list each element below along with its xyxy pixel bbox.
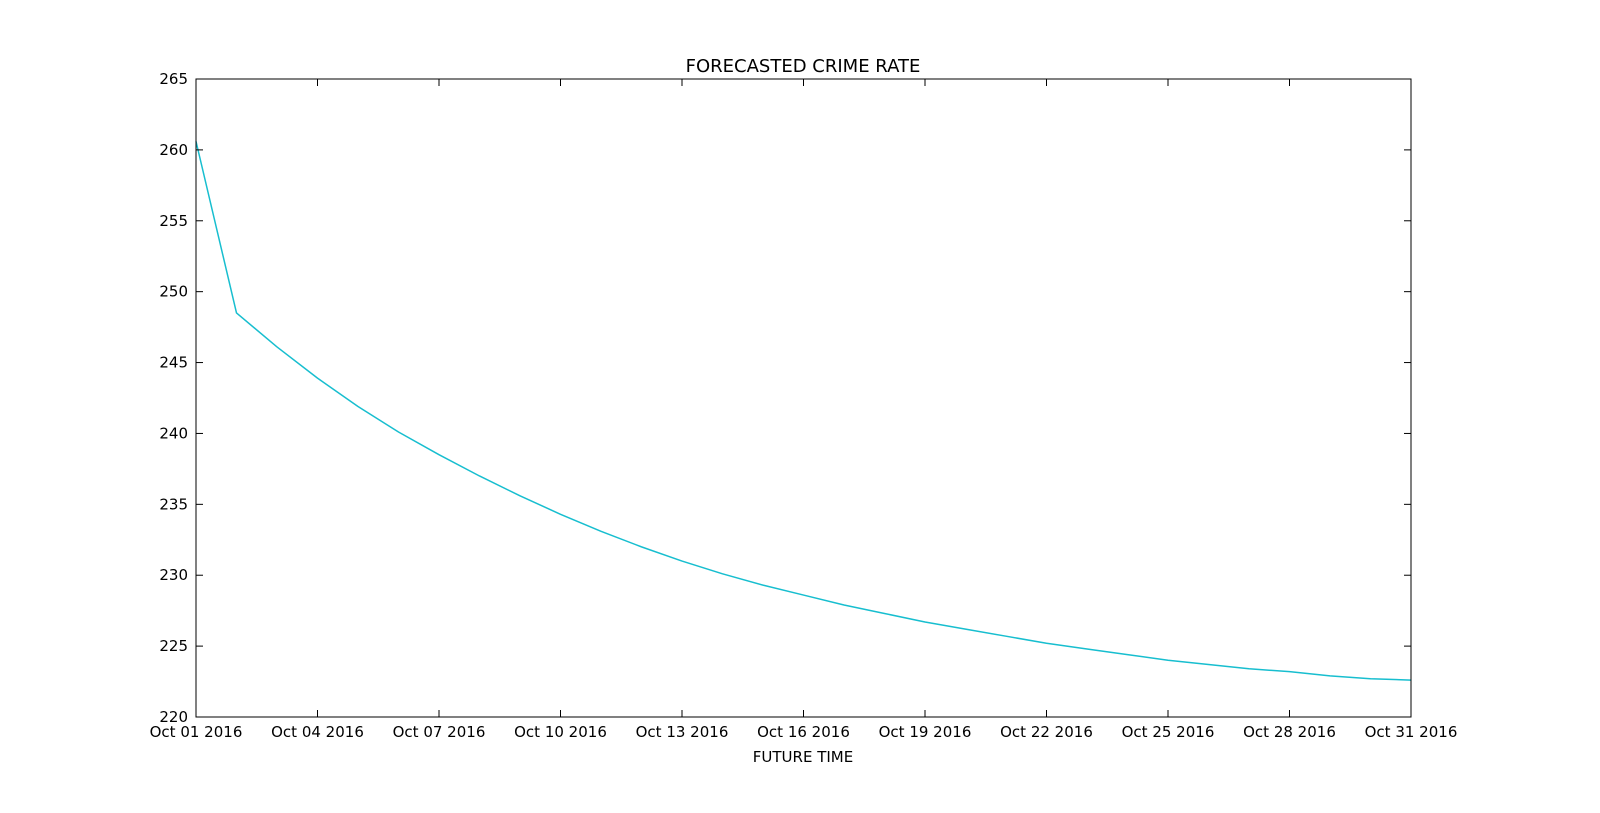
x-tick-label: Oct 07 2016 xyxy=(393,723,486,741)
x-axis: Oct 01 2016 Oct 04 2016 Oct 07 2016 Oct 10 … xyxy=(150,79,1458,741)
y-tick-label: 230 xyxy=(159,566,188,584)
x-tick-label: Oct 28 2016 xyxy=(1243,723,1336,741)
x-tick-label: Oct 19 2016 xyxy=(879,723,972,741)
y-tick-label: 245 xyxy=(159,354,188,372)
x-axis-label: FUTURE TIME xyxy=(753,748,853,766)
y-tick-label: 220 xyxy=(159,708,188,726)
y-tick-label: 225 xyxy=(159,637,188,655)
x-tick-label: Oct 31 2016 xyxy=(1365,723,1458,741)
y-tick-label: 260 xyxy=(159,141,188,159)
y-tick-label: 250 xyxy=(159,283,188,301)
series-line xyxy=(195,141,1412,681)
x-tick-label: Oct 01 2016 xyxy=(150,723,243,741)
y-axis: 220 225 230 235 240 245 250 255 260 265 xyxy=(159,70,1411,726)
series-layer xyxy=(195,141,1412,681)
x-tick-label: Oct 22 2016 xyxy=(1000,723,1093,741)
y-tick-label: 240 xyxy=(159,424,188,442)
x-tick-label: Oct 25 2016 xyxy=(1122,723,1215,741)
y-tick-label: 265 xyxy=(159,70,188,88)
chart-title: FORECASTED CRIME RATE xyxy=(686,56,921,77)
plot-area-frame xyxy=(195,78,1412,718)
x-tick-label: Oct 16 2016 xyxy=(757,723,850,741)
x-tick-label: Oct 04 2016 xyxy=(271,723,364,741)
y-tick-label: 255 xyxy=(159,212,188,230)
x-tick-label: Oct 13 2016 xyxy=(636,723,729,741)
x-tick-label: Oct 10 2016 xyxy=(514,723,607,741)
y-tick-label: 235 xyxy=(159,495,188,513)
